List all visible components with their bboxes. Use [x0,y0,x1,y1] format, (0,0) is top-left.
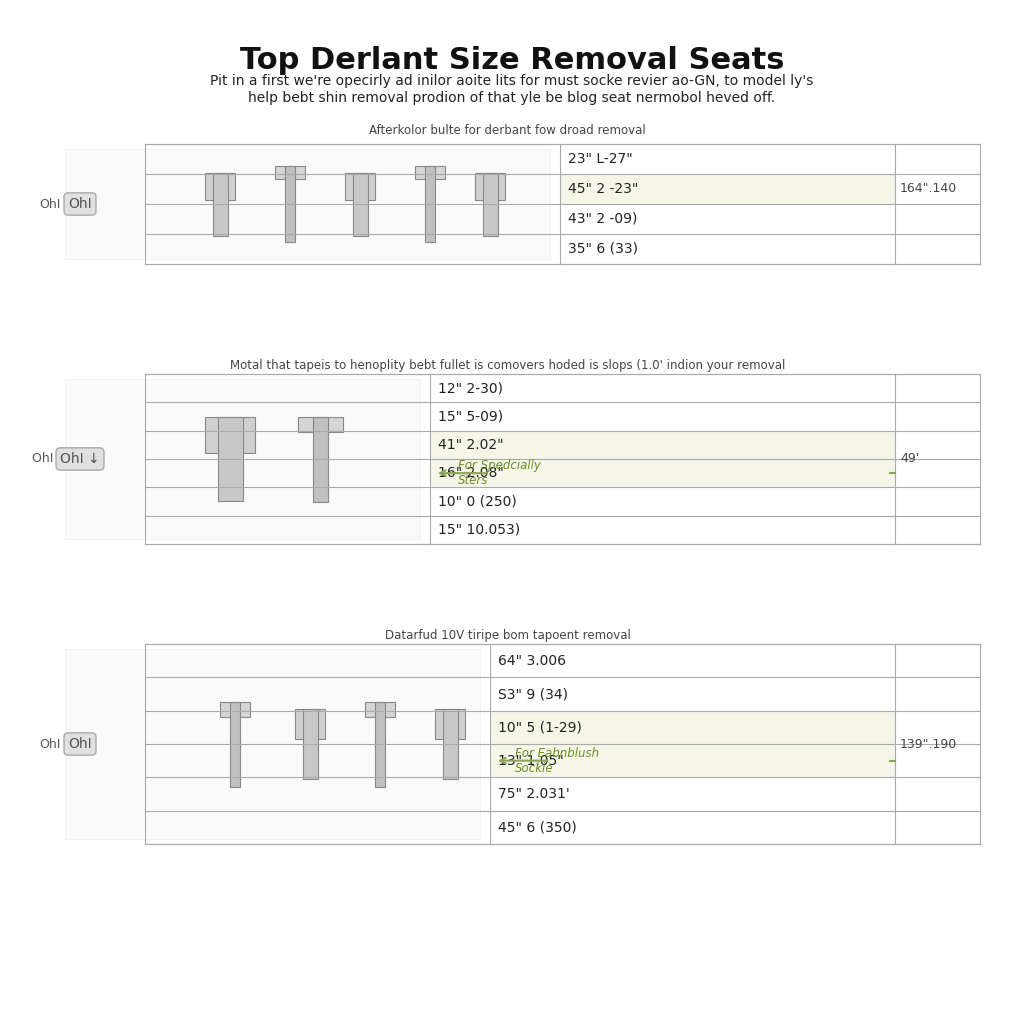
Text: S3" 9 (34): S3" 9 (34) [498,687,568,701]
Bar [435,709,465,739]
Bar [415,166,445,179]
Bar [285,166,295,243]
Bar [365,701,395,717]
Text: 16" 2.08": 16" 2.08" [438,466,504,480]
Text: OhI: OhI [39,737,60,751]
Bar [65,150,550,259]
Text: 35" 6 (33): 35" 6 (33) [568,242,638,256]
Bar [205,417,255,453]
Text: 15" 5-09): 15" 5-09) [438,410,503,424]
Text: 10" 5 (1-29): 10" 5 (1-29) [498,720,582,734]
Bar [430,459,895,487]
Text: 23" L-27": 23" L-27" [568,152,633,166]
Text: 45" 2 -23": 45" 2 -23" [568,182,638,196]
Bar [490,744,895,777]
Text: 10" 0 (250): 10" 0 (250) [438,495,517,509]
Bar [375,701,385,786]
Bar [65,379,420,539]
Bar [430,431,895,459]
Text: 12" 2-30): 12" 2-30) [438,381,503,395]
Text: Afterkolor bulte for derbant fow droad removal: Afterkolor bulte for derbant fow droad r… [369,124,646,137]
Bar [213,172,227,236]
Bar [475,172,505,200]
Bar [220,701,250,717]
Bar [312,417,328,502]
Bar [298,417,342,431]
Text: 75" 2.031': 75" 2.031' [498,787,569,801]
Text: 139".190: 139".190 [900,737,957,751]
Text: 43" 2 -09): 43" 2 -09) [568,212,637,226]
Text: 64" 3.006: 64" 3.006 [498,653,566,668]
Text: OhI: OhI [69,197,92,211]
Text: OhI ↓: OhI ↓ [32,453,68,466]
Bar [442,709,458,779]
Text: help bebt shin removal prodion of that yle be blog seat nermobol heved off.: help bebt shin removal prodion of that y… [249,91,775,105]
Bar [275,166,305,179]
Text: Motal that tapeis to henoplity bebt fullet is comovers hoded is slops (1.0' indi: Motal that tapeis to henoplity bebt full… [229,359,785,372]
Bar [345,172,375,200]
Text: For Eabnblush
Sockie: For Eabnblush Sockie [515,746,599,775]
Bar [65,649,480,839]
Bar [490,711,895,744]
Bar [482,172,498,236]
Text: 164".140: 164".140 [900,182,957,196]
Bar [560,174,895,204]
Bar [295,709,325,739]
Text: OhI ↓: OhI ↓ [60,452,99,466]
Text: 13" 1.05": 13" 1.05" [498,754,564,768]
Text: 45" 6 (350): 45" 6 (350) [498,820,577,835]
Bar [217,417,243,501]
Bar [352,172,368,236]
Text: Datarfud 10V tiripe bom tapoent removal: Datarfud 10V tiripe bom tapoent removal [385,629,631,642]
Bar [205,172,234,200]
Text: 49': 49' [900,453,920,466]
Text: OhI: OhI [69,737,92,751]
Text: 15" 10.053): 15" 10.053) [438,523,520,537]
Bar [230,701,240,786]
Text: Pit in a first we're opecirly ad inilor aoite lits for must socke revier ao-GN, : Pit in a first we're opecirly ad inilor … [210,74,814,88]
Bar [302,709,317,779]
Text: Top Derlant Size Removal Seats: Top Derlant Size Removal Seats [240,46,784,75]
Text: OhI: OhI [39,198,60,211]
Bar [425,166,435,243]
Text: 41" 2.02": 41" 2.02" [438,438,504,452]
Text: For Spedcially
Sters: For Spedcially Sters [459,459,541,487]
